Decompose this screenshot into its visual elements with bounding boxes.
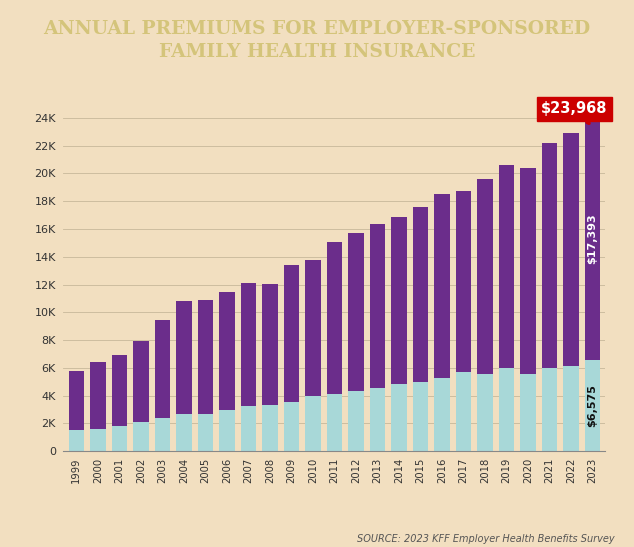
Bar xyxy=(521,374,536,451)
Bar xyxy=(585,118,600,360)
Bar xyxy=(456,372,471,451)
Bar xyxy=(585,360,600,451)
Text: $6,575: $6,575 xyxy=(588,384,598,427)
Bar xyxy=(499,368,514,451)
Bar xyxy=(564,133,579,366)
Bar xyxy=(542,368,557,451)
Bar xyxy=(542,143,557,368)
Bar xyxy=(305,260,321,395)
Text: $17,393: $17,393 xyxy=(588,214,598,264)
Bar xyxy=(434,194,450,378)
Bar xyxy=(391,217,407,384)
Bar xyxy=(90,362,105,429)
Text: ANNUAL PREMIUMS FOR EMPLOYER-SPONSORED
FAMILY HEALTH INSURANCE: ANNUAL PREMIUMS FOR EMPLOYER-SPONSORED F… xyxy=(44,20,590,61)
Bar xyxy=(456,190,471,372)
Bar xyxy=(413,382,428,451)
Bar xyxy=(241,283,256,406)
Bar xyxy=(133,341,148,422)
Text: SOURCE: 2023 KFF Employer Health Benefits Survey: SOURCE: 2023 KFF Employer Health Benefit… xyxy=(358,534,615,544)
Bar xyxy=(241,406,256,451)
Bar xyxy=(477,374,493,451)
Bar xyxy=(434,378,450,451)
Bar xyxy=(370,224,385,388)
Bar xyxy=(219,410,235,451)
Bar xyxy=(176,414,191,451)
Bar xyxy=(283,265,299,403)
Bar xyxy=(348,391,364,451)
Bar xyxy=(283,403,299,451)
Bar xyxy=(68,371,84,430)
Bar xyxy=(305,395,321,451)
Bar xyxy=(219,292,235,410)
Bar xyxy=(262,405,278,451)
Bar xyxy=(564,366,579,451)
Bar xyxy=(155,319,170,418)
Bar xyxy=(133,422,148,451)
Bar xyxy=(391,384,407,451)
Bar xyxy=(348,232,364,391)
Bar xyxy=(327,394,342,451)
Bar xyxy=(499,165,514,368)
Bar xyxy=(198,300,213,414)
Bar xyxy=(112,427,127,451)
Bar xyxy=(90,429,105,451)
Bar xyxy=(112,355,127,427)
Bar xyxy=(262,284,278,405)
Bar xyxy=(370,388,385,451)
Bar xyxy=(327,242,342,394)
Bar xyxy=(521,168,536,374)
Bar xyxy=(176,301,191,414)
Bar xyxy=(198,414,213,451)
Bar xyxy=(68,430,84,451)
Text: $23,968: $23,968 xyxy=(541,101,607,123)
Bar xyxy=(413,207,428,382)
Bar xyxy=(155,418,170,451)
Bar xyxy=(477,179,493,374)
